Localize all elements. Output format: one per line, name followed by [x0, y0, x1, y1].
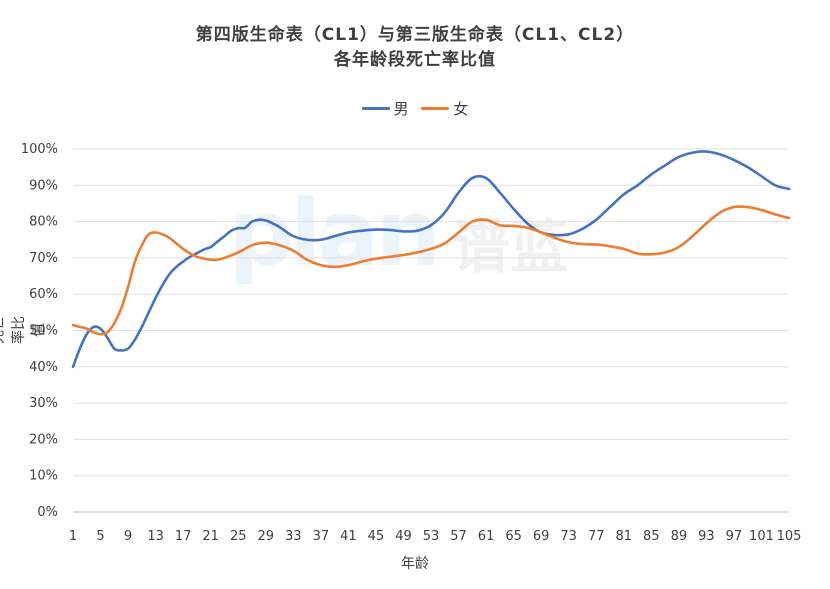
- legend-label-female: 女: [453, 100, 469, 118]
- x-tick-label: 61: [478, 529, 495, 544]
- x-tick-label: 41: [340, 529, 357, 544]
- x-tick-label: 37: [313, 529, 330, 544]
- series-line-female: [71, 205, 791, 336]
- legend-item-female: 女: [421, 98, 468, 119]
- x-tick-label: 89: [671, 529, 688, 544]
- x-tick-label: 29: [257, 529, 274, 544]
- y-tick-label: 40%: [29, 360, 58, 375]
- y-tick-label: 30%: [29, 396, 58, 411]
- y-tick-label: 50%: [29, 324, 58, 339]
- x-tick-label: 81: [615, 529, 632, 544]
- x-tick-label: 1: [69, 529, 77, 544]
- x-tick-label: 53: [423, 529, 440, 544]
- legend-swatch-male: [361, 107, 390, 110]
- x-tick-label: 69: [533, 529, 550, 544]
- y-tick-label: 100%: [21, 142, 58, 157]
- x-tick-label: 5: [96, 529, 104, 544]
- x-tick-label: 77: [588, 529, 605, 544]
- watermark-logo: plan: [228, 180, 441, 287]
- legend-label-male: 男: [393, 100, 409, 118]
- x-axis-label: 年龄: [401, 556, 429, 572]
- x-tick-label: 13: [147, 529, 164, 544]
- x-tick-label: 9: [124, 529, 132, 544]
- y-tick-label: 60%: [29, 287, 58, 302]
- legend-swatch-female: [421, 107, 450, 110]
- y-tick-label: 10%: [29, 469, 58, 484]
- x-tick-label: 73: [560, 529, 577, 544]
- y-tick-label: 90%: [29, 178, 58, 193]
- x-tick-label: 97: [726, 529, 743, 544]
- legend: 男 女: [0, 96, 830, 119]
- x-tick-label: 65: [505, 529, 522, 544]
- x-tick-label: 57: [450, 529, 467, 544]
- watermark-logo-cn: 谱蓝: [452, 213, 569, 281]
- series-line-male: [71, 150, 791, 369]
- x-tick-label: 45: [368, 529, 385, 544]
- x-tick-label: 33: [285, 529, 302, 544]
- y-tick-label: 80%: [29, 215, 58, 230]
- x-tick-label: 25: [230, 529, 247, 544]
- y-tick-label: 70%: [29, 251, 58, 266]
- chart-title: 第四版生命表（CL1）与第三版生命表（CL1、CL2）: [195, 25, 635, 45]
- y-tick-label: 0%: [37, 505, 58, 520]
- x-tick-label: 17: [175, 529, 192, 544]
- x-tick-label: 21: [202, 529, 219, 544]
- legend-item-male: 男: [361, 98, 409, 119]
- x-tick-label: 93: [698, 529, 715, 544]
- x-tick-label: 105: [777, 529, 802, 544]
- x-tick-label: 49: [395, 529, 412, 544]
- x-tick-label: 101: [749, 529, 774, 544]
- x-tick-label: 85: [643, 529, 660, 544]
- y-tick-label: 20%: [29, 432, 58, 447]
- chart-subtitle: 各年龄段死亡率比值: [334, 50, 496, 70]
